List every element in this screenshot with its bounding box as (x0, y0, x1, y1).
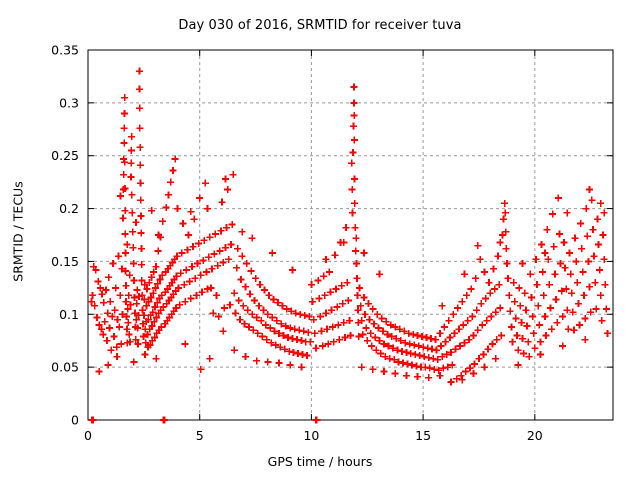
y-tick-label: 0.05 (51, 360, 79, 375)
y-tick-label: 0.15 (51, 254, 79, 269)
y-tick-label: 0.3 (59, 95, 79, 110)
y-tick-label: 0.1 (59, 307, 79, 322)
data-point-group (87, 67, 611, 424)
axis-ticks (87, 49, 613, 421)
x-tick-label: 5 (196, 428, 204, 443)
x-tick-label: 15 (415, 428, 431, 443)
tick-labels: 0 0.05 0.1 0.15 0.2 0.25 0.3 0.35 0 5 10 15 20 (51, 43, 543, 444)
y-tick-label: 0.25 (51, 148, 79, 163)
x-axis-label: GPS time / hours (267, 454, 373, 469)
x-tick-label: 0 (84, 428, 92, 443)
page-title: Day 030 of 2016, SRMTID for receiver tuv… (178, 18, 462, 33)
x-tick-label: 10 (303, 428, 319, 443)
x-tick-label: 20 (527, 428, 543, 443)
scatter-series-srmtid (87, 67, 611, 424)
y-axis-label: SRMTID / TECUs (10, 181, 26, 282)
y-tick-label: 0.2 (59, 201, 79, 216)
y-tick-label: 0.35 (51, 43, 79, 58)
gridlines (88, 50, 613, 420)
plot-frame (87, 49, 614, 421)
y-tick-label: 0 (71, 413, 79, 428)
